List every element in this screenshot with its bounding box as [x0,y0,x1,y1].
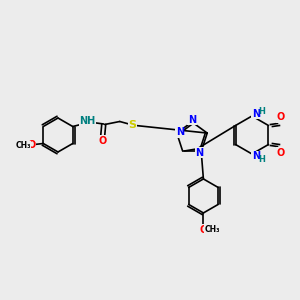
Text: CH₃: CH₃ [205,225,220,234]
Text: O: O [27,140,35,151]
Text: N: N [176,127,184,137]
Text: N: N [195,148,203,158]
Text: CH₃: CH₃ [16,141,31,150]
Text: S: S [129,121,137,130]
Text: NH: NH [80,116,96,127]
Text: O: O [276,112,285,122]
Text: O: O [99,136,107,146]
Text: N: N [188,115,196,125]
Text: H: H [259,106,266,116]
Text: H: H [259,154,266,164]
Text: O: O [276,148,285,158]
Text: O: O [199,225,208,235]
Text: N: N [252,151,260,161]
Text: N: N [252,109,260,119]
